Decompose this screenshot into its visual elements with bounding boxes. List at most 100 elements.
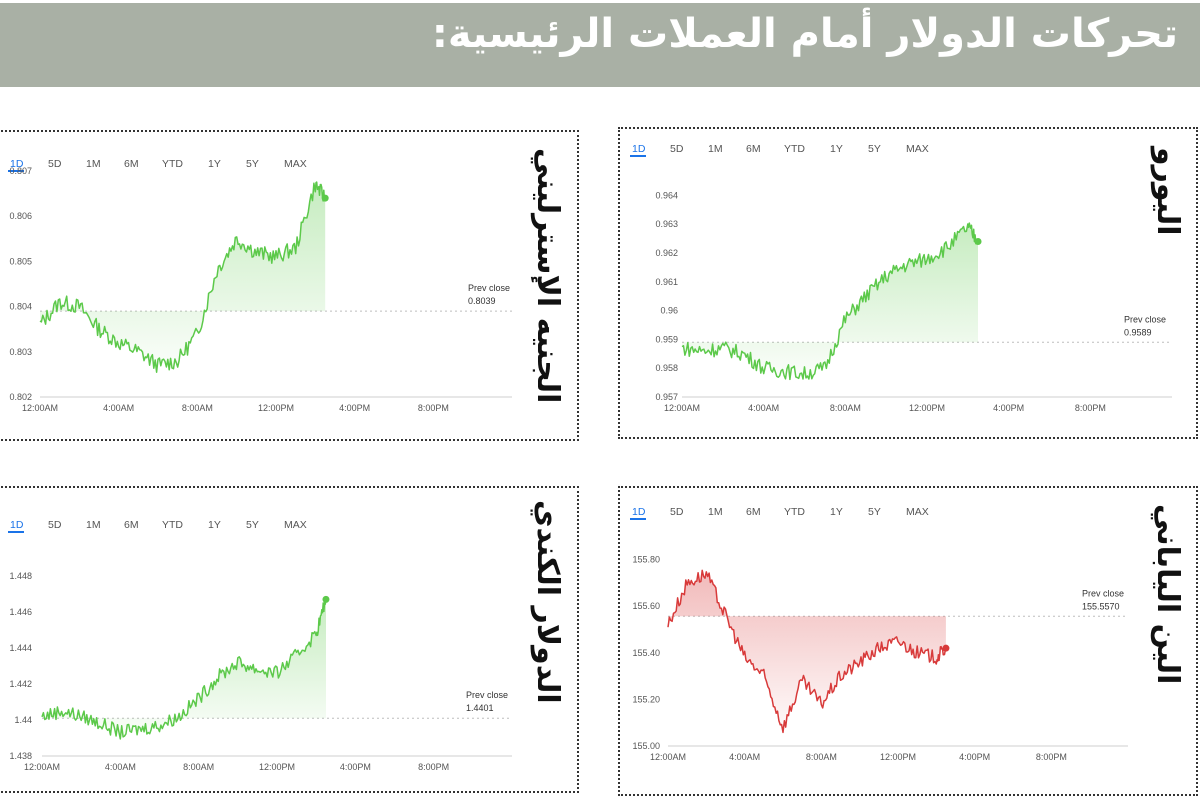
series-area: [682, 223, 978, 380]
y-tick-label: 155.60: [632, 601, 660, 611]
range-5y[interactable]: 5Y: [246, 158, 259, 170]
y-tick-label: 1.44: [14, 715, 32, 725]
chart-panel-cad: 1D 5D 1M 6M YTD 1Y 5Y MAX 1.448 1.446 1.444 1.442 1.…: [0, 486, 579, 793]
x-tick-label: 8:00AM: [182, 403, 213, 413]
range-5d[interactable]: 5D: [48, 519, 62, 531]
range-5y[interactable]: 5Y: [868, 143, 881, 155]
series-area: [42, 599, 326, 739]
series-area: [40, 182, 326, 373]
prev-close-label: Prev close: [1124, 314, 1166, 324]
last-point-marker: [321, 194, 329, 202]
range-1m[interactable]: 1M: [86, 158, 101, 170]
range-1m[interactable]: 1M: [708, 143, 723, 155]
range-5y[interactable]: 5Y: [868, 506, 881, 518]
y-tick-label: 0.957: [655, 392, 678, 402]
y-tick-label: 0.805: [9, 256, 32, 266]
y-tick-label: 1.444: [9, 643, 32, 653]
range-1m[interactable]: 1M: [708, 506, 723, 518]
series-line: [681, 222, 979, 381]
y-tick-label: 0.803: [9, 347, 32, 357]
y-tick-label: 0.807: [9, 166, 32, 176]
range-1d[interactable]: 1D: [10, 519, 24, 531]
x-tick-label: 8:00PM: [418, 403, 449, 413]
chart-panel-jpy: 1D 5D 1M 6M YTD 1Y 5Y MAX 155.80 155.60 155.40 155.…: [618, 486, 1198, 796]
x-tick-label: 12:00PM: [909, 403, 945, 413]
y-tick-label: 0.96: [660, 306, 678, 316]
range-6m[interactable]: 6M: [124, 519, 139, 531]
prev-close-value: 1.4401: [466, 703, 494, 713]
range-1y[interactable]: 1Y: [830, 506, 843, 518]
range-max[interactable]: MAX: [906, 506, 929, 518]
range-1d[interactable]: 1D: [632, 506, 646, 518]
range-6m[interactable]: 6M: [746, 143, 761, 155]
range-ytd[interactable]: YTD: [162, 519, 183, 531]
x-tick-label: 12:00AM: [24, 762, 60, 772]
range-1y[interactable]: 1Y: [830, 143, 843, 155]
x-tick-label: 4:00AM: [103, 403, 134, 413]
y-tick-label: 1.438: [9, 751, 32, 761]
range-ytd[interactable]: YTD: [784, 143, 805, 155]
y-tick-label: 1.446: [9, 607, 32, 617]
series-area: [668, 570, 946, 733]
range-max[interactable]: MAX: [284, 519, 307, 531]
chart-eur: 1D 5D 1M 6M YTD 1Y 5Y MAX 0.964 0.963 0.962 0.961 0.…: [630, 143, 1172, 413]
page-title: تحركات الدولار أمام العملات الرئيسية:: [431, 11, 1178, 57]
series-line: [39, 181, 326, 373]
y-tick-label: 0.963: [655, 219, 678, 229]
last-point-marker: [942, 644, 950, 652]
x-tick-label: 12:00AM: [650, 752, 686, 762]
y-tick-label: 155.80: [632, 555, 660, 565]
y-tick-label: 0.958: [655, 363, 678, 373]
range-5d[interactable]: 5D: [48, 158, 62, 170]
x-tick-label: 4:00PM: [340, 762, 371, 772]
range-5d[interactable]: 5D: [670, 506, 684, 518]
x-tick-label: 4:00PM: [959, 752, 990, 762]
currency-name-jpy: الين الياباني: [1150, 504, 1185, 685]
y-tick-label: 0.802: [9, 392, 32, 402]
prev-close-label: Prev close: [468, 283, 510, 293]
range-1y[interactable]: 1Y: [208, 158, 221, 170]
chart-cad: 1D 5D 1M 6M YTD 1Y 5Y MAX 1.448 1.446 1.444 1.442 1.…: [8, 519, 512, 772]
y-tick-label: 0.964: [655, 190, 678, 200]
x-tick-label: 4:00PM: [339, 403, 370, 413]
x-tick-label: 4:00AM: [105, 762, 136, 772]
prev-close-value: 155.5570: [1082, 601, 1120, 611]
y-tick-label: 155.40: [632, 648, 660, 658]
last-point-marker: [322, 595, 330, 603]
last-point-marker: [974, 237, 982, 245]
x-tick-label: 4:00AM: [729, 752, 760, 762]
range-1y[interactable]: 1Y: [208, 519, 221, 531]
range-max[interactable]: MAX: [906, 143, 929, 155]
header-banner: تحركات الدولار أمام العملات الرئيسية:: [0, 3, 1200, 87]
currency-name-gbp: الجنيه الإسترليني: [530, 148, 565, 404]
y-tick-label: 0.806: [9, 211, 32, 221]
prev-close-label: Prev close: [466, 690, 508, 700]
range-1m[interactable]: 1M: [86, 519, 101, 531]
range-1d[interactable]: 1D: [10, 158, 24, 170]
x-tick-label: 8:00AM: [183, 762, 214, 772]
y-tick-label: 1.448: [9, 571, 32, 581]
prev-close-value: 0.9589: [1124, 327, 1152, 337]
y-tick-label: 1.442: [9, 679, 32, 689]
prev-close-label: Prev close: [1082, 588, 1124, 598]
range-1d[interactable]: 1D: [632, 143, 646, 155]
prev-close-value: 0.8039: [468, 296, 496, 306]
chart-jpy: 1D 5D 1M 6M YTD 1Y 5Y MAX 155.80 155.60 155.40 155.…: [630, 506, 1128, 762]
y-tick-label: 0.959: [655, 334, 678, 344]
x-tick-label: 8:00PM: [1036, 752, 1067, 762]
x-tick-label: 8:00PM: [1075, 403, 1106, 413]
chart-panel-eur: 1D 5D 1M 6M YTD 1Y 5Y MAX 0.964 0.963 0.962 0.961 0.…: [618, 127, 1198, 439]
x-tick-label: 4:00PM: [993, 403, 1024, 413]
range-6m[interactable]: 6M: [124, 158, 139, 170]
x-tick-label: 8:00PM: [418, 762, 449, 772]
y-tick-label: 155.20: [632, 694, 660, 704]
range-5d[interactable]: 5D: [670, 143, 684, 155]
range-6m[interactable]: 6M: [746, 506, 761, 518]
series-line: [41, 599, 327, 740]
range-ytd[interactable]: YTD: [162, 158, 183, 170]
range-max[interactable]: MAX: [284, 158, 307, 170]
range-5y[interactable]: 5Y: [246, 519, 259, 531]
range-ytd[interactable]: YTD: [784, 506, 805, 518]
x-tick-label: 8:00AM: [806, 752, 837, 762]
x-tick-label: 12:00PM: [880, 752, 916, 762]
